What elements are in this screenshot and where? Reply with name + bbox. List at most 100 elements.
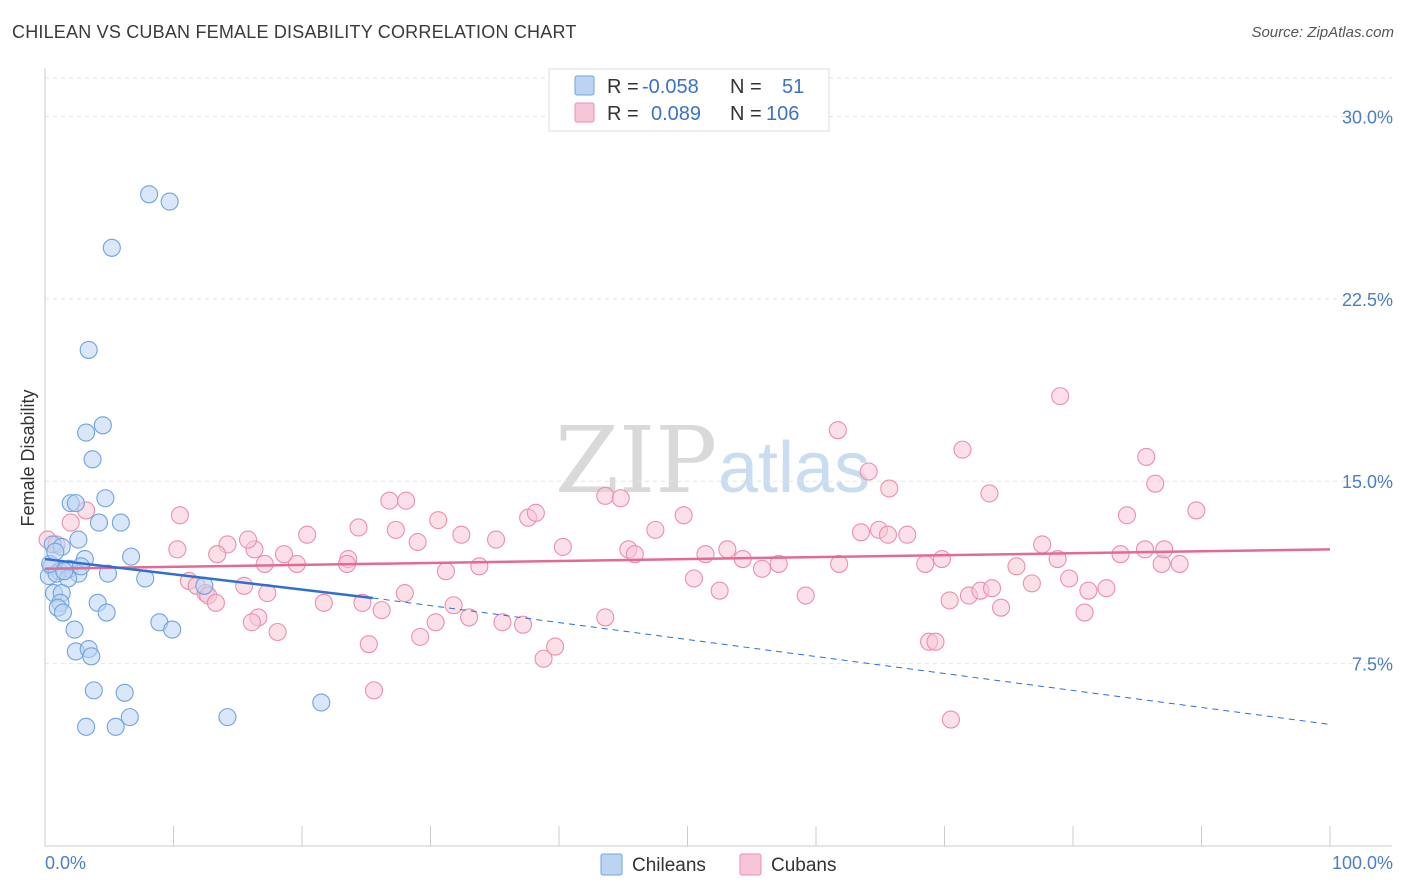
legend-cubans-n-label: N = (730, 103, 762, 125)
legend-chileans-swatch (574, 75, 595, 96)
cubans-point-18 (436, 562, 455, 581)
cubans-point-2 (1146, 474, 1165, 493)
cubans-point-20 (429, 511, 448, 530)
cubans-point-53 (411, 627, 430, 646)
cubans-point-44 (242, 613, 261, 632)
chileans-point-9 (66, 494, 85, 513)
y-axis-label: Female Disability (18, 389, 38, 526)
cubans-point-77 (932, 550, 951, 569)
cubans-point-17 (452, 525, 471, 544)
cubans-point-4 (596, 486, 615, 505)
cubans-point-13 (553, 537, 572, 556)
chart-title: CHILEAN VS CUBAN FEMALE DISABILITY CORRE… (12, 22, 577, 42)
cubans-point-84 (1022, 574, 1041, 593)
cubans-point-81 (982, 579, 1002, 598)
chileans-point-16 (122, 547, 141, 566)
cubans-point-22 (386, 520, 405, 539)
chileans-point-32 (53, 603, 73, 622)
chileans-point-7 (96, 489, 115, 508)
cubans-point-100 (941, 710, 960, 729)
chileans-point-42 (312, 693, 331, 712)
cubans-point-99 (926, 632, 945, 651)
legend-box (548, 68, 830, 132)
cubans-point-86 (1048, 550, 1067, 569)
chileans-point-45 (77, 717, 96, 736)
cubans-point-35 (168, 540, 187, 559)
bottom-legend: Chileans Cubans (600, 853, 837, 876)
cubans-point-97 (1187, 501, 1206, 520)
cubans-point-96 (1170, 554, 1189, 573)
cubans-point-78 (940, 591, 959, 610)
chileans-point-14 (69, 530, 88, 549)
cubans-point-3 (980, 484, 999, 503)
cubans-point-10 (674, 506, 693, 525)
chileans-point-43 (120, 708, 139, 727)
legend-chileans-n-label: N = (730, 76, 762, 98)
legend: R = -0.058 N = 51 R = 0.089 N = 106 (548, 68, 830, 132)
cubans-point-16 (486, 530, 506, 549)
cubans-point-51 (372, 601, 391, 620)
legend-chileans-n-value: 51 (782, 76, 804, 98)
legend-cubans-n-value: 106 (766, 103, 799, 125)
chileans-point-11 (111, 513, 130, 532)
cubans-point-104 (61, 513, 80, 532)
cubans-point-7 (859, 462, 878, 481)
cubans-point-71 (830, 554, 849, 573)
chileans-point-36 (65, 620, 84, 639)
chileans-point-10 (89, 513, 109, 532)
legend-cubans-swatch (574, 102, 595, 123)
cubans-point-66 (710, 581, 729, 600)
cubans-point-49 (353, 593, 372, 612)
legend-chileans-r-value: -0.058 (642, 76, 699, 98)
trend-lines (44, 548, 1331, 725)
legend-cubans-r-value: 0.089 (651, 103, 701, 125)
cubans-point-15 (526, 503, 545, 522)
y-tick-label-3: 30.0% (1342, 107, 1393, 127)
cubans-point-60 (546, 637, 565, 656)
cubans-point-9 (953, 440, 972, 459)
y-tick-label-2: 22.5% (1342, 290, 1393, 310)
chileans-point-40 (84, 681, 103, 700)
y-tick-labels: 7.5% 15.0% 22.5% 30.0% (1342, 107, 1393, 674)
chileans-point-49 (71, 557, 91, 576)
chileans-point-39 (82, 647, 101, 666)
cubans-point-85 (1033, 535, 1052, 554)
cubans-point-61 (596, 608, 615, 627)
chileans-point-44 (218, 708, 237, 727)
chileans-point-4 (93, 416, 112, 435)
legend-chileans-r-label: R = (607, 76, 639, 98)
chileans-point-48 (55, 562, 74, 581)
chileans-point-6 (83, 450, 102, 469)
chileans-point-0 (140, 185, 159, 204)
chileans-point-50 (46, 542, 65, 561)
cubans-point-19 (470, 557, 489, 576)
cubans-point-90 (1097, 579, 1116, 598)
cubans-point-27 (298, 525, 317, 544)
cubans-point-11 (646, 520, 665, 539)
watermark-atlas: atlas (718, 428, 870, 508)
cubans-point-74 (878, 525, 898, 544)
cubans-point-54 (426, 613, 445, 632)
cubans-point-58 (513, 615, 533, 634)
cubans-point-8 (880, 479, 899, 498)
chileans-point-3 (79, 340, 98, 359)
cubans-point-64 (696, 545, 715, 564)
cubans-point-65 (718, 540, 737, 559)
cubans-point-93 (1135, 540, 1155, 559)
cubans-point-42 (235, 576, 254, 595)
cubans-point-92 (1117, 506, 1137, 525)
cubans-point-69 (769, 554, 788, 573)
chileans-point-41 (115, 683, 134, 702)
bottom-legend-chileans-swatch (600, 853, 623, 876)
chart-source: Source: ZipAtlas.com (1251, 24, 1394, 41)
x-tick-label-1: 100.0% (1332, 853, 1393, 873)
cubans-point-23 (397, 491, 416, 510)
chileans-point-46 (106, 717, 125, 736)
cubans-point-82 (991, 598, 1011, 617)
chileans-point-2 (102, 238, 121, 257)
cubans-point-91 (1111, 545, 1130, 564)
cubans-point-47 (314, 593, 333, 612)
cubans-point-36 (170, 506, 189, 525)
cubans-point-76 (916, 554, 935, 573)
